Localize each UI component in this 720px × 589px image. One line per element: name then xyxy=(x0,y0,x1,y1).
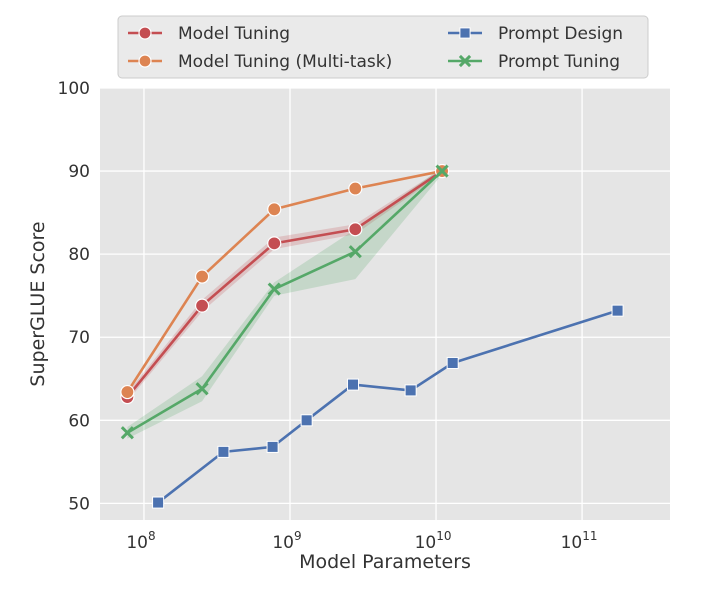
legend: Model Tuning Model Tuning (Multi-task) Pro… xyxy=(117,15,649,79)
y-tick-label: 70 xyxy=(68,328,90,348)
y-tick-label: 100 xyxy=(58,79,90,99)
legend-marker xyxy=(459,27,471,39)
data-point xyxy=(300,414,313,427)
data-point xyxy=(348,245,362,259)
data-point xyxy=(267,282,281,296)
x-tick-label: 109 xyxy=(272,529,301,553)
x-tick-labels: 108 109 1010 1011 xyxy=(126,529,597,553)
y-tick-labels: 50 60 70 80 90 100 xyxy=(58,79,90,514)
legend-label: Model Tuning (Multi-task) xyxy=(178,52,392,72)
data-point xyxy=(267,202,282,217)
legend-label: Prompt Tuning xyxy=(498,52,620,72)
confidence-bands xyxy=(127,167,443,439)
data-point xyxy=(348,181,363,196)
data-point xyxy=(194,269,210,284)
legend-box xyxy=(117,15,649,79)
data-point xyxy=(611,304,624,317)
legend-marker xyxy=(138,54,152,68)
x-axis-label: Model Parameters xyxy=(299,551,471,573)
x-tick-label: 1010 xyxy=(415,529,452,553)
legend-label: Model Tuning xyxy=(178,24,290,44)
data-point xyxy=(267,236,282,251)
data-point xyxy=(348,222,363,237)
series-markers xyxy=(120,163,624,509)
data-point xyxy=(152,496,165,509)
data-point xyxy=(435,164,449,178)
grid xyxy=(100,87,670,520)
data-point xyxy=(194,298,210,313)
data-point xyxy=(404,384,417,397)
data-point xyxy=(120,384,135,400)
legend-item: Prompt Design xyxy=(448,24,623,44)
x-tick-label: 108 xyxy=(126,529,155,553)
legend-item: Model Tuning xyxy=(128,24,290,44)
legend-marker xyxy=(138,26,152,40)
confidence-band xyxy=(127,167,443,439)
legend-item: Model Tuning (Multi-task) xyxy=(128,52,392,72)
data-point xyxy=(217,445,230,458)
legend-label: Prompt Design xyxy=(498,24,623,44)
confidence-band xyxy=(127,168,443,402)
y-tick-label: 60 xyxy=(68,411,90,431)
data-point xyxy=(266,440,279,453)
legend-marker xyxy=(458,54,472,68)
series-lines xyxy=(126,169,618,504)
y-tick-label: 80 xyxy=(68,245,90,265)
data-point xyxy=(446,356,459,370)
y-tick-label: 90 xyxy=(68,162,90,182)
data-point xyxy=(346,378,360,391)
series-line xyxy=(157,309,618,504)
legend-item: Prompt Tuning xyxy=(448,52,620,72)
y-tick-label: 50 xyxy=(68,494,90,514)
data-point xyxy=(120,426,134,440)
data-point xyxy=(195,382,209,396)
x-tick-label: 1011 xyxy=(561,529,598,553)
plot-background xyxy=(100,88,670,520)
y-axis-label: SuperGLUE Score xyxy=(27,221,49,386)
